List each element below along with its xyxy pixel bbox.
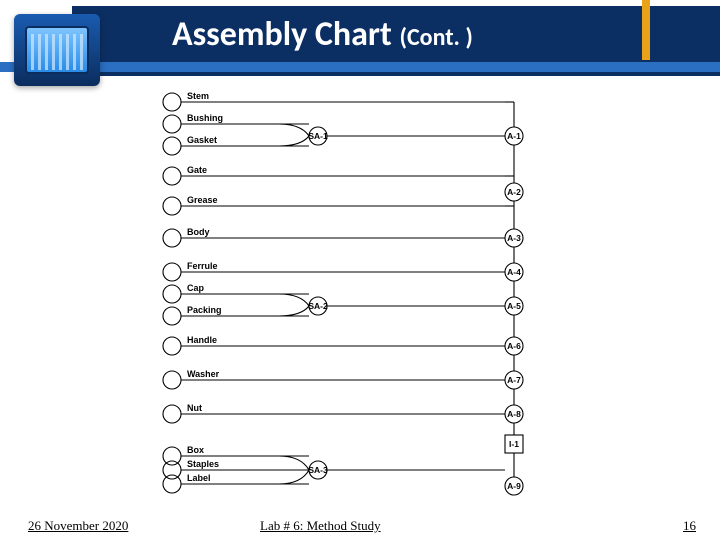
component-label: Stem [187, 91, 209, 101]
component-label: Box [187, 445, 204, 455]
component-node [163, 461, 181, 479]
assembly-chart-svg: Stem Bushing Gasket Gate Grease Body Ferrule Ca… [142, 88, 574, 496]
assembly-label: A-1 [507, 131, 521, 141]
component-label: Nut [187, 403, 202, 413]
assembly-chart: Stem Bushing Gasket Gate Grease Body Ferrule Ca… [142, 88, 574, 496]
component-node [163, 447, 181, 465]
component-label: Cap [187, 283, 205, 293]
component-node [163, 115, 181, 133]
component-node [163, 337, 181, 355]
component-label: Washer [187, 369, 220, 379]
component-label: Body [187, 227, 210, 237]
page-title: Assembly Chart (Cont. ) [172, 14, 473, 55]
assembly-label: A-9 [507, 481, 521, 491]
logo [14, 14, 100, 86]
header-accent [642, 0, 650, 60]
component-node [163, 307, 181, 325]
assembly-label: A-2 [507, 187, 521, 197]
title-cont: (Cont. ) [399, 23, 472, 52]
assembly-label: A-5 [507, 301, 521, 311]
assembly-label: A-6 [507, 341, 521, 351]
component-node [163, 405, 181, 423]
logo-inner [25, 26, 89, 74]
component-label: Gasket [187, 135, 217, 145]
sa-label: SA-3 [308, 465, 328, 475]
component-label: Staples [187, 459, 219, 469]
slide: Assembly Chart (Cont. ) Stem Bushing Gaske… [0, 0, 720, 540]
header: Assembly Chart (Cont. ) [0, 0, 720, 86]
component-node [163, 371, 181, 389]
assembly-label: A-8 [507, 409, 521, 419]
component-label: Gate [187, 165, 207, 175]
component-label: Ferrule [187, 261, 218, 271]
footer-date: 26 November 2020 [28, 518, 128, 534]
component-node [163, 137, 181, 155]
component-node [163, 167, 181, 185]
assembly-label: A-3 [507, 233, 521, 243]
component-node [163, 263, 181, 281]
title-main: Assembly Chart [172, 14, 392, 55]
component-node [163, 475, 181, 493]
footer: 26 November 2020 Lab # 6: Method Study 1… [0, 514, 720, 534]
assembly-label: A-4 [507, 267, 521, 277]
component-label: Handle [187, 335, 217, 345]
footer-subtitle: Lab # 6: Method Study [260, 518, 381, 534]
component-label: Label [187, 473, 211, 483]
component-label: Packing [187, 305, 222, 315]
footer-page: 16 [683, 518, 696, 534]
component-node [163, 285, 181, 303]
sa-label: SA-2 [308, 301, 328, 311]
component-label: Bushing [187, 113, 223, 123]
header-band-light [0, 62, 720, 72]
component-node [163, 93, 181, 111]
assembly-label: A-7 [507, 375, 521, 385]
component-node [163, 229, 181, 247]
sa-label: SA-1 [308, 131, 328, 141]
component-label: Grease [187, 195, 218, 205]
inspection-label: I-1 [509, 439, 519, 449]
component-node [163, 197, 181, 215]
